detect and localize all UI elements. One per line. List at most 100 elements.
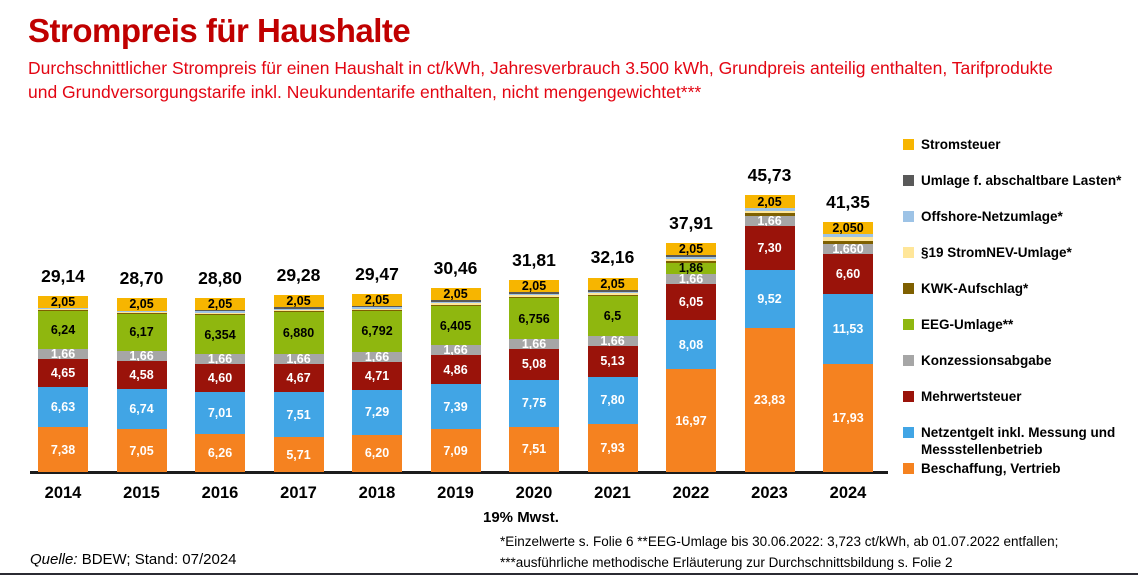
legend-label: Mehrwertsteuer (921, 389, 1022, 404)
bar-segment-konzessionsabgabe: 1,66 (38, 348, 88, 360)
bar-total-label: 29,47 (355, 263, 399, 284)
bar-segment-stromsteuer: 2,05 (430, 288, 481, 300)
legend-swatch-offshore (903, 211, 914, 222)
bar-segment-konzessionsabgabe: 1,66 (273, 353, 324, 365)
bar-total-label: 28,80 (198, 267, 242, 288)
bar-segment-eeg: 6,17 (116, 313, 167, 351)
bar-2022: 16,97 8,08 6,05 1,66 1,86 2,05 37,91 (666, 213, 716, 472)
bar-segment-offshore (273, 308, 324, 310)
legend-label: Umlage f. abschaltbare Lasten* (921, 173, 1122, 188)
bar-segment-p19 (823, 237, 873, 241)
legend-item-mehrwertsteuer: Mehrwertsteuer (903, 388, 1138, 405)
bar-segment-abschaltbar (587, 289, 638, 292)
bar-segment-netzentgelt: 7,29 (352, 390, 402, 435)
legend-swatch-beschaffung (903, 463, 914, 474)
x-axis-label-2024: 2024 (829, 484, 867, 502)
legend-item-beschaffung: Beschaffung, Vertrieb (903, 460, 1138, 477)
bar-segment-mehrwertsteuer: 6,05 (666, 283, 716, 321)
bar-segment-p19 (273, 309, 324, 311)
x-axis-line (30, 471, 888, 474)
legend-label: §19 StromNEV-Umlage* (921, 245, 1072, 260)
legend-swatch-eeg (903, 319, 914, 330)
source-label: Quelle: (30, 551, 78, 568)
bar-2021: 7,93 7,80 5,13 1,66 6,5 2,05 32,16 (587, 247, 638, 472)
bar-segment-netzentgelt: 6,63 (38, 387, 88, 428)
bar-total-label: 31,81 (512, 249, 556, 270)
bar-segment-stromsteuer: 2,050 (823, 222, 873, 235)
bar-segment-p19 (430, 303, 481, 305)
bar-segment-p19 (509, 295, 559, 297)
legend-item-kwk: KWK-Aufschlag* (903, 280, 1138, 297)
bar-segment-netzentgelt: 11,53 (823, 293, 873, 364)
bar-segment-offshore (823, 234, 873, 238)
bar-segment-offshore (195, 311, 245, 313)
bar-segment-p19 (352, 308, 402, 310)
footnote-line-2: ***ausführliche methodische Erläuterung … (500, 555, 953, 570)
legend-item-netzentgelt: Netzentgelt inkl. Messung und Messstelle… (903, 424, 1138, 458)
bar-total-label: 28,70 (119, 268, 164, 289)
bar-segment-konzessionsabgabe: 1,66 (116, 350, 167, 362)
bar-segment-kwk (430, 304, 481, 307)
bar-segment-offshore (430, 301, 481, 304)
bar-segment-mehrwertsteuer: 5,13 (587, 345, 638, 377)
bar-segment-stromsteuer: 2,05 (509, 279, 559, 292)
legend-swatch-mehrwertsteuer (903, 391, 914, 402)
bar-segment-kwk (587, 294, 638, 297)
bar-total-label: 45,73 (747, 165, 792, 186)
bar-segment-konzessionsabgabe: 1,66 (195, 353, 245, 365)
bar-total-label: 41,35 (826, 191, 870, 212)
bar-total-label: 29,14 (41, 265, 85, 286)
bar-segment-beschaffung: 7,93 (587, 424, 638, 472)
bar-segment-kwk (116, 312, 167, 314)
bar-segment-stromsteuer: 2,05 (587, 277, 638, 290)
legend-item-konzessionsabgabe: Konzessionsabgabe (903, 352, 1138, 369)
footnote-line-1: *Einzelwerte s. Folie 6 **EEG-Umlage bis… (500, 534, 1059, 549)
bottom-rule (0, 573, 1138, 575)
bar-segment-abschaltbar (430, 300, 481, 302)
bar-segment-beschaffung: 23,83 (744, 327, 795, 472)
x-axis-label-2019: 2019 (437, 484, 474, 502)
footnotes: *Einzelwerte s. Folie 6 **EEG-Umlage bis… (500, 531, 1138, 573)
bar-segment-beschaffung: 7,51 (509, 426, 559, 472)
bar-segment-p19 (744, 210, 795, 214)
bar-2024: 17,93 11,53 6,60 1,660 2,050 41,35 (823, 192, 873, 472)
bar-segment-p19 (38, 309, 88, 311)
bar-segment-kwk (509, 296, 559, 299)
bar-segment-p19 (666, 258, 716, 261)
bar-2017: 5,71 7,51 4,67 1,66 6,880 2,05 29,28 (273, 265, 324, 472)
legend-label: KWK-Aufschlag* (921, 281, 1029, 296)
x-axis-label-2023: 2023 (751, 484, 788, 502)
bar-2015: 7,05 6,74 4,58 1,66 6,17 2,05 28,70 (116, 268, 167, 472)
bar-stack: 17,93 11,53 6,60 1,660 2,050 (823, 222, 873, 472)
legend-swatch-netzentgelt (903, 427, 914, 438)
bar-segment-abschaltbar (195, 310, 245, 312)
bar-stack: 16,97 8,08 6,05 1,66 1,86 2,05 (666, 242, 716, 472)
bar-segment-netzentgelt: 7,75 (509, 379, 559, 427)
legend-item-offshore: Offshore-Netzumlage* (903, 208, 1138, 225)
bar-segment-offshore (352, 307, 402, 309)
bar-segment-p19 (116, 311, 167, 313)
bar-2020: 7,51 7,75 5,08 1,66 6,756 2,05 31,81 (509, 250, 559, 472)
stacked-bar-chart: 2014 7,38 6,63 4,65 1,66 6,24 2,05 29,14 2015 7,0… (30, 140, 890, 502)
page-subtitle: Durchschnittlicher Strompreis für einen … (28, 58, 1053, 102)
bar-stack: 7,51 7,75 5,08 1,66 6,756 2,05 (509, 279, 559, 472)
legend-label: Netzentgelt inkl. Messung und Messstelle… (921, 425, 1116, 457)
bar-segment-kwk (744, 213, 795, 217)
x-axis-label-2014: 2014 (44, 484, 82, 502)
legend-label: Beschaffung, Vertrieb (921, 461, 1061, 476)
bar-segment-mehrwertsteuer: 4,58 (116, 360, 167, 389)
bar-stack: 6,26 7,01 4,60 1,66 6,354 2,05 (195, 298, 245, 472)
legend-swatch-abschaltbar (903, 175, 914, 186)
bar-segment-offshore (587, 291, 638, 294)
legend-label: Konzessionsabgabe (921, 353, 1052, 368)
bar-segment-konzessionsabgabe: 1,66 (430, 344, 481, 356)
bar-segment-beschaffung: 17,93 (823, 363, 873, 472)
x-axis-label-2017: 2017 (280, 484, 317, 502)
x-axis-label-2020: 2020 (515, 484, 553, 502)
bar-stack: 6,20 7,29 4,71 1,66 6,792 2,05 (352, 294, 402, 472)
x-axis-label-2022: 2022 (672, 484, 710, 502)
bar-segment-eeg: 6,24 (38, 311, 88, 350)
bar-stack: 23,83 9,52 7,30 1,66 2,05 (744, 195, 795, 472)
bar-stack: 5,71 7,51 4,67 1,66 6,880 2,05 (273, 295, 324, 472)
